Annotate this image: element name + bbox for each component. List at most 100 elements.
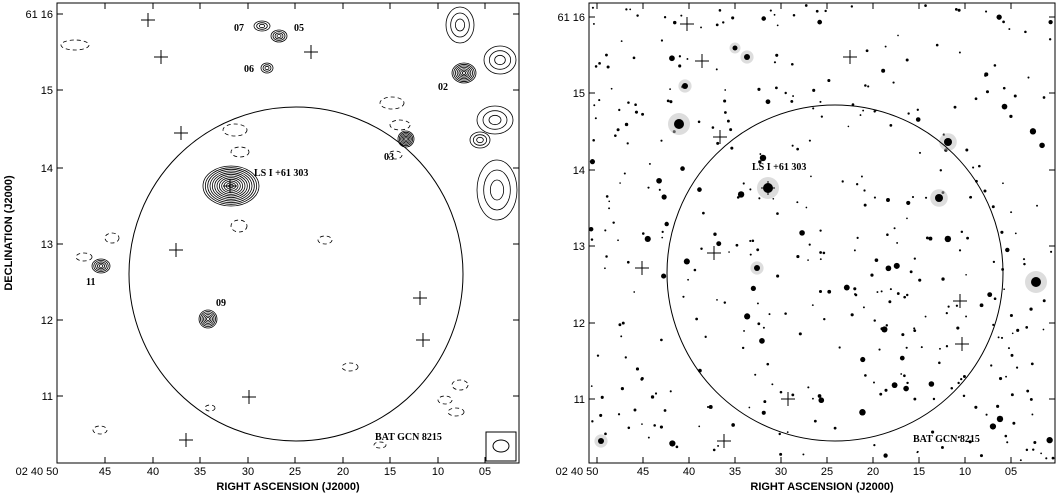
star (918, 151, 922, 154)
star (678, 55, 682, 58)
star (984, 10, 988, 13)
star (924, 196, 928, 199)
star (1002, 20, 1005, 24)
contour (402, 135, 410, 143)
star (605, 255, 608, 258)
star (641, 232, 645, 235)
star (636, 14, 639, 17)
star (843, 284, 850, 291)
star (673, 20, 677, 25)
star (722, 21, 725, 24)
star (606, 65, 610, 69)
star (1030, 362, 1034, 366)
star (916, 108, 919, 111)
star (879, 392, 883, 396)
star (708, 404, 713, 409)
star (669, 390, 672, 393)
star (841, 180, 844, 183)
star (808, 139, 811, 142)
star (715, 23, 719, 27)
contour (204, 315, 212, 323)
star (605, 195, 609, 198)
star (810, 175, 812, 178)
contour (260, 62, 274, 74)
star (594, 117, 597, 120)
star (928, 236, 933, 241)
star (623, 172, 626, 175)
star (765, 99, 771, 105)
contour (398, 131, 414, 147)
y-tick-label: 14 (573, 165, 585, 177)
y-axis-label: DECLINATION (J2000) (3, 175, 15, 291)
star (656, 177, 662, 184)
star (775, 86, 778, 90)
contour (489, 179, 505, 201)
star (686, 58, 689, 60)
contour (198, 309, 218, 329)
star (896, 241, 899, 244)
star (889, 123, 893, 127)
star (658, 188, 661, 191)
star (711, 126, 715, 129)
star (640, 377, 644, 381)
star (938, 361, 941, 365)
star (993, 297, 997, 301)
star (862, 306, 865, 309)
star (608, 207, 611, 210)
star (604, 267, 606, 270)
star (856, 236, 859, 239)
star (697, 120, 701, 124)
star (659, 425, 664, 429)
star (950, 386, 954, 390)
contour (206, 317, 210, 321)
star (605, 53, 608, 57)
star (1050, 250, 1053, 253)
x-tick-label: 25 (821, 466, 833, 478)
beam-box (485, 431, 517, 462)
star (941, 277, 945, 281)
star (632, 56, 636, 60)
star (873, 196, 876, 199)
contour (98, 264, 104, 268)
star (680, 166, 685, 171)
star (618, 108, 621, 112)
star (918, 278, 922, 282)
star (1032, 448, 1035, 451)
star (859, 409, 866, 416)
contour (488, 114, 502, 126)
star (892, 81, 895, 84)
star (627, 426, 631, 430)
star (653, 424, 656, 427)
x-tick-label: 20 (337, 466, 349, 478)
star (819, 100, 822, 103)
star (771, 383, 774, 386)
x-tick-label: 15 (384, 466, 396, 478)
star (812, 397, 814, 400)
star (867, 85, 870, 88)
star (884, 45, 887, 48)
star (619, 182, 621, 184)
contour (455, 65, 473, 81)
star (873, 319, 876, 322)
star (1025, 326, 1029, 329)
star (1000, 230, 1004, 234)
star (741, 346, 745, 350)
star (634, 110, 639, 114)
star (924, 315, 927, 318)
negative-contour (317, 235, 333, 245)
y-tick-label: 61 16 (25, 9, 53, 21)
star (693, 268, 697, 272)
annotation: 05 (294, 23, 304, 34)
star (1016, 328, 1020, 332)
star (744, 313, 751, 320)
contour (483, 45, 517, 75)
star (903, 374, 906, 378)
star (965, 315, 968, 318)
star (599, 413, 603, 417)
bright-star (1031, 277, 1041, 287)
star (762, 326, 765, 329)
star (596, 354, 600, 357)
star (983, 189, 987, 193)
star (827, 78, 831, 83)
star (939, 347, 941, 350)
